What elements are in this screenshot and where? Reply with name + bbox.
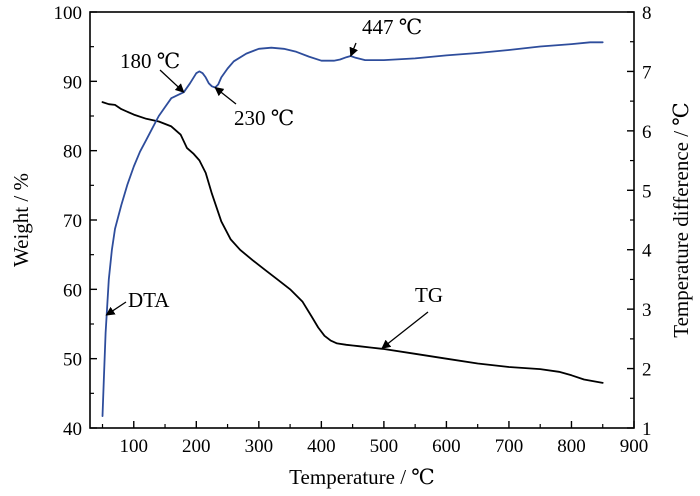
annotation-label-447: 447 ℃ [362, 15, 422, 39]
y-left-tick-label: 80 [63, 142, 82, 163]
y-right-tick-label: 8 [642, 3, 652, 24]
y-right-tick-label: 1 [642, 419, 652, 440]
annotation-arrow-447 [349, 42, 359, 57]
annotation-label-230: 230 ℃ [234, 106, 294, 130]
annotation-arrow-180 [159, 69, 185, 93]
annotation-label-180: 180 ℃ [120, 49, 180, 73]
y-left-tick-label: 70 [63, 211, 82, 232]
x-tick-label: 500 [370, 436, 399, 457]
x-tick-label: 200 [182, 436, 211, 457]
x-tick-label: 300 [245, 436, 274, 457]
series-line-dta [101, 41, 604, 418]
y-axis-right-title: Temperature difference / ℃ [669, 102, 693, 338]
y-axis-left: 40 50 60 70 80 90 100 [54, 3, 97, 440]
y-right-tick-label: 3 [642, 300, 652, 321]
y-left-tick-label: 40 [63, 419, 82, 440]
x-tick-label: 900 [620, 436, 649, 457]
x-tick-label: 600 [432, 436, 461, 457]
plot-frame [89, 11, 635, 429]
annotation-arrow-tg [381, 311, 429, 349]
x-axis-title: Temperature / ℃ [289, 465, 435, 489]
y-left-tick-label: 100 [54, 3, 83, 24]
x-tick-label: 400 [307, 436, 336, 457]
x-axis: 100 200 300 400 500 600 700 800 900 [101, 421, 649, 457]
series-layer [101, 41, 604, 418]
y-right-tick-label: 2 [642, 360, 652, 381]
y-right-tick-label: 5 [642, 181, 652, 202]
annotation-label-dta: DTA [128, 288, 170, 312]
x-tick-label: 100 [120, 436, 149, 457]
annotation-arrow-230 [214, 86, 237, 105]
series-line-tg [101, 101, 604, 384]
y-left-tick-label: 60 [63, 280, 82, 301]
y-axis-right: 1 2 3 4 5 6 7 8 [627, 3, 652, 440]
annotation-layer: 180 ℃ 230 ℃ 447 ℃ DTA TG [105, 15, 443, 349]
annotation-arrow-dta [105, 301, 127, 316]
annotation-label-tg: TG [415, 283, 443, 307]
y-axis-left-title: Weight / % [9, 173, 33, 267]
x-tick-label: 700 [495, 436, 524, 457]
y-right-tick-label: 4 [642, 241, 652, 262]
x-tick-label: 800 [557, 436, 586, 457]
y-left-tick-label: 50 [63, 350, 82, 371]
y-right-tick-label: 6 [642, 122, 652, 143]
y-left-tick-label: 90 [63, 72, 82, 93]
y-right-tick-label: 7 [642, 62, 652, 83]
